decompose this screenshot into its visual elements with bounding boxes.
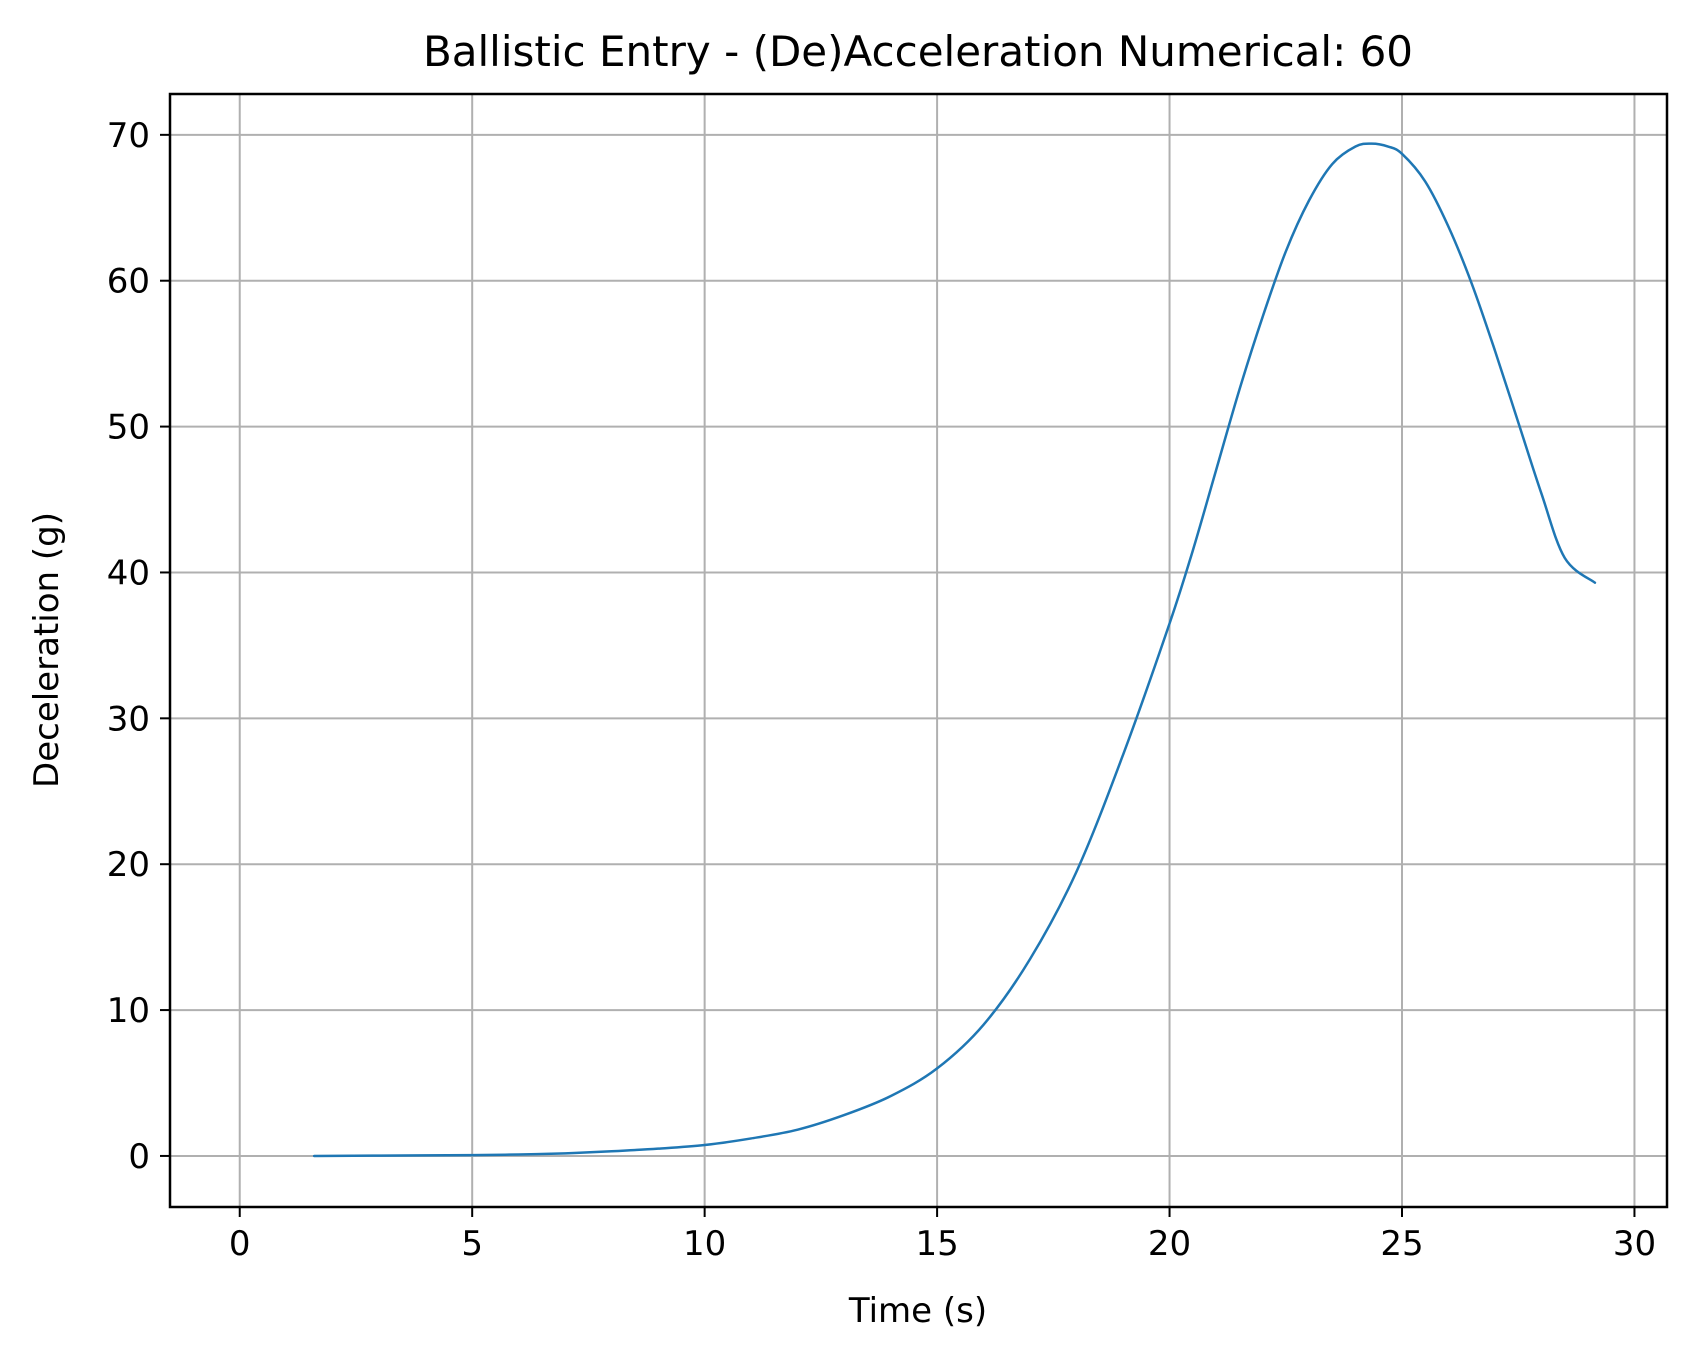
x-tick-label: 0 [229, 1224, 251, 1264]
x-tick-label: 5 [461, 1224, 483, 1264]
y-tick-label: 20 [107, 845, 150, 885]
x-tick-label: 20 [1148, 1224, 1191, 1264]
y-tick-label: 70 [107, 116, 150, 156]
x-tick-label: 15 [915, 1224, 958, 1264]
y-tick-label: 30 [107, 699, 150, 739]
x-tick-label: 30 [1613, 1224, 1656, 1264]
x-tick-label: 10 [683, 1224, 726, 1264]
x-axis-label: Time (s) [848, 1291, 987, 1331]
x-tick-label: 25 [1380, 1224, 1423, 1264]
y-tick-label: 60 [107, 262, 150, 302]
chart-title: Ballistic Entry - (De)Acceleration Numer… [423, 27, 1413, 76]
y-tick-label: 40 [107, 553, 150, 593]
x-axis-ticks: 0 5 10 15 20 25 30 [229, 1207, 1656, 1264]
y-tick-label: 50 [107, 408, 150, 448]
y-tick-label: 10 [107, 991, 150, 1031]
y-axis-ticks: 0 10 20 30 40 50 60 70 [107, 116, 170, 1177]
y-tick-label: 0 [128, 1137, 150, 1177]
series-layer [312, 142, 1597, 1158]
series-line [312, 142, 1597, 1158]
grid [170, 94, 1667, 1207]
y-axis-label: Deceleration (g) [27, 512, 67, 788]
plot-frame [168, 92, 1669, 1209]
